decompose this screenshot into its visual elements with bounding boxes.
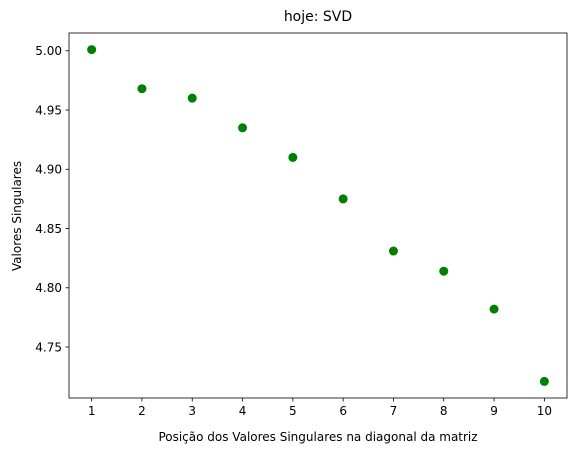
y-tick-label-4.90: 4.90 <box>35 163 62 177</box>
data-point-1 <box>87 45 97 55</box>
y-tick-label-4.75: 4.75 <box>35 340 62 354</box>
data-point-3 <box>187 93 197 103</box>
data-point-7 <box>388 246 398 256</box>
x-tick-label-4: 4 <box>239 404 247 418</box>
x-tick-label-5: 5 <box>289 404 297 418</box>
data-point-8 <box>439 266 449 276</box>
y-tick-label-4.85: 4.85 <box>35 222 62 236</box>
x-tick-label-2: 2 <box>138 404 146 418</box>
x-tick-label-8: 8 <box>440 404 448 418</box>
x-axis-label: Posição dos Valores Singulares na diagon… <box>158 430 477 444</box>
y-tick-label-4.95: 4.95 <box>35 103 62 117</box>
data-point-4 <box>238 123 248 133</box>
x-tick-label-6: 6 <box>339 404 347 418</box>
chart-title: hoje: SVD <box>284 9 352 25</box>
y-axis-label: Valores Singulares <box>10 161 24 271</box>
plot-area: 1 2 3 4 5 6 7 8 9 10 4.75 4.80 4.85 4.90 4.95 5.00 <box>35 32 568 418</box>
data-point-5 <box>288 152 298 162</box>
axes-frame <box>68 32 568 399</box>
x-tick-label-10: 10 <box>537 404 552 418</box>
x-tick-label-9: 9 <box>490 404 498 418</box>
x-tick-label-1: 1 <box>88 404 96 418</box>
y-tick-label-4.80: 4.80 <box>35 281 62 295</box>
x-tick-label-7: 7 <box>390 404 398 418</box>
y-tick-label-5.00: 5.00 <box>35 44 62 58</box>
data-point-9 <box>489 304 499 314</box>
x-tick-label-3: 3 <box>188 404 196 418</box>
data-point-2 <box>137 84 147 94</box>
data-point-10 <box>539 376 549 386</box>
data-point-6 <box>338 194 348 204</box>
